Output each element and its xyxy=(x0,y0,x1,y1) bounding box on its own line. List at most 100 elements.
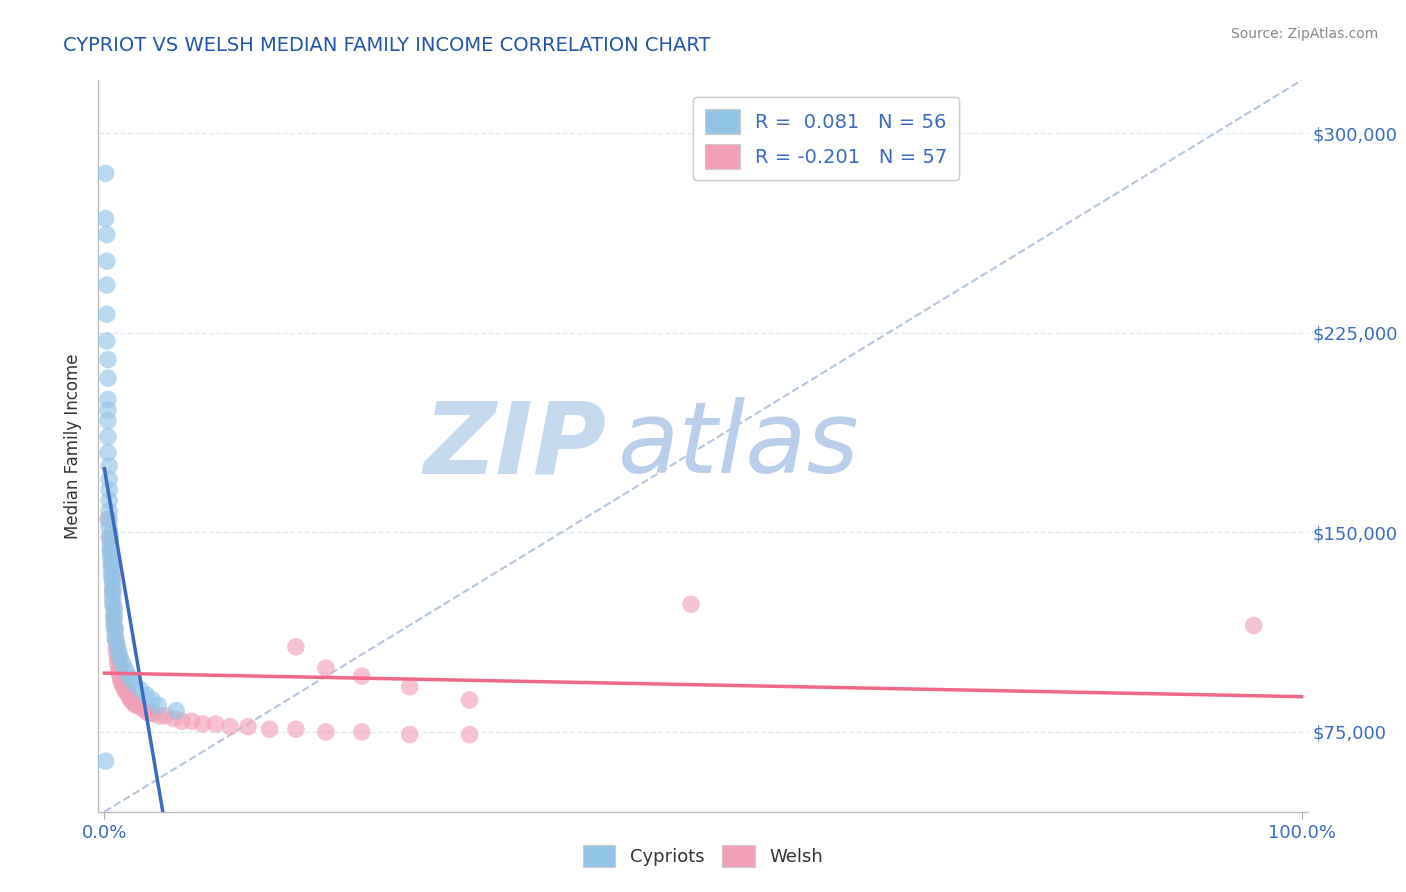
Point xyxy=(96,334,118,348)
Point xyxy=(108,666,131,681)
Point xyxy=(219,720,242,734)
Point xyxy=(135,688,157,702)
Point xyxy=(98,472,121,486)
Point xyxy=(101,597,124,611)
Point xyxy=(141,693,163,707)
Point xyxy=(100,544,122,558)
Point xyxy=(107,650,129,665)
Point xyxy=(114,661,136,675)
Point xyxy=(115,685,138,699)
Point xyxy=(97,512,120,526)
Point xyxy=(120,693,142,707)
Point xyxy=(103,610,125,624)
Point xyxy=(204,717,226,731)
Point xyxy=(284,723,307,737)
Point xyxy=(98,483,121,497)
Point xyxy=(97,430,120,444)
Point xyxy=(180,714,202,729)
Point xyxy=(97,445,120,459)
Point xyxy=(101,591,124,606)
Point xyxy=(458,693,481,707)
Point xyxy=(98,458,121,473)
Point xyxy=(103,618,125,632)
Point xyxy=(96,227,118,242)
Point xyxy=(315,661,337,675)
Point xyxy=(101,576,124,591)
Point xyxy=(129,682,152,697)
Point xyxy=(107,658,129,673)
Point xyxy=(107,664,129,678)
Point xyxy=(100,566,122,580)
Point xyxy=(117,688,139,702)
Point xyxy=(101,571,124,585)
Point xyxy=(122,696,145,710)
Point xyxy=(134,704,156,718)
Point xyxy=(138,706,160,721)
Point xyxy=(96,278,118,293)
Point xyxy=(191,717,214,731)
Point xyxy=(398,728,420,742)
Point xyxy=(96,254,118,268)
Text: CYPRIOT VS WELSH MEDIAN FAMILY INCOME CORRELATION CHART: CYPRIOT VS WELSH MEDIAN FAMILY INCOME CO… xyxy=(63,36,711,54)
Point xyxy=(101,584,124,599)
Point xyxy=(104,632,127,646)
Point xyxy=(104,629,127,643)
Point xyxy=(148,698,170,713)
Point xyxy=(107,645,129,659)
Point xyxy=(107,640,129,654)
Y-axis label: Median Family Income: Median Family Income xyxy=(65,353,83,539)
Point xyxy=(315,725,337,739)
Point xyxy=(94,754,117,768)
Point xyxy=(105,640,128,654)
Point xyxy=(679,597,702,611)
Legend: R =  0.081   N = 56, R = -0.201   N = 57: R = 0.081 N = 56, R = -0.201 N = 57 xyxy=(693,97,959,180)
Point xyxy=(110,672,132,686)
Legend: Cypriots, Welsh: Cypriots, Welsh xyxy=(575,838,831,874)
Point xyxy=(100,539,122,553)
Point xyxy=(115,666,138,681)
Point xyxy=(94,166,117,180)
Point xyxy=(97,414,120,428)
Point xyxy=(97,403,120,417)
Point xyxy=(105,634,128,648)
Point xyxy=(98,512,121,526)
Point xyxy=(165,704,187,718)
Point xyxy=(97,352,120,367)
Point xyxy=(124,677,146,691)
Point xyxy=(115,685,138,699)
Point xyxy=(100,558,122,572)
Point xyxy=(97,392,120,407)
Point xyxy=(1243,618,1265,632)
Text: ZIP: ZIP xyxy=(423,398,606,494)
Point xyxy=(105,645,128,659)
Point xyxy=(350,725,373,739)
Point xyxy=(94,211,117,226)
Point xyxy=(100,571,122,585)
Point xyxy=(108,669,131,683)
Point xyxy=(98,493,121,508)
Point xyxy=(111,656,134,670)
Text: atlas: atlas xyxy=(619,398,860,494)
Point xyxy=(96,307,118,321)
Point xyxy=(98,504,121,518)
Point xyxy=(155,709,177,723)
Point xyxy=(236,720,259,734)
Point xyxy=(98,520,121,534)
Point xyxy=(118,690,141,705)
Point xyxy=(124,698,146,713)
Point xyxy=(100,544,122,558)
Point xyxy=(127,698,149,713)
Point xyxy=(110,674,132,689)
Point xyxy=(284,640,307,654)
Point xyxy=(100,555,122,569)
Point xyxy=(131,701,153,715)
Point xyxy=(100,560,122,574)
Point xyxy=(172,714,194,729)
Point xyxy=(103,602,125,616)
Point xyxy=(107,656,129,670)
Point xyxy=(101,586,124,600)
Point xyxy=(458,728,481,742)
Point xyxy=(142,706,165,721)
Point xyxy=(398,680,420,694)
Point xyxy=(148,709,170,723)
